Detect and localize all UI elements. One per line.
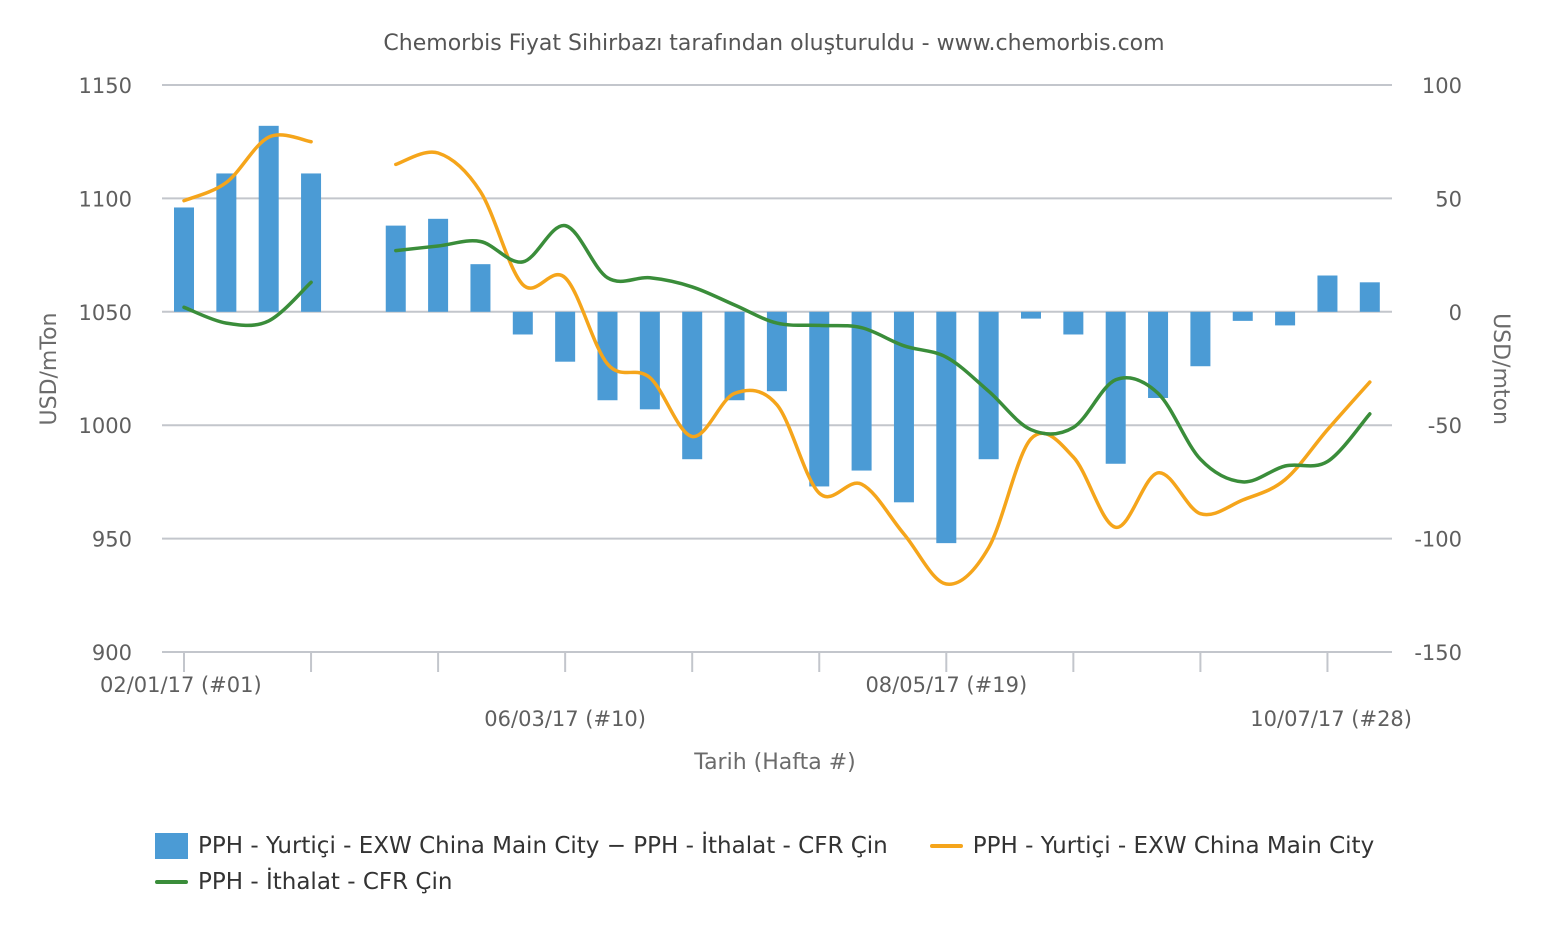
bar (470, 264, 491, 312)
y-tick-label-left: 1100 (79, 187, 132, 211)
bar (385, 225, 406, 312)
x-tick-label: 06/03/17 (#10) (484, 707, 646, 731)
bar (597, 311, 618, 401)
bar (724, 311, 745, 401)
line-domestic-exw (182, 133, 313, 203)
x-tick-label: 02/01/17 (#01) (100, 673, 262, 697)
bar (1105, 311, 1126, 464)
legend: PPH - Yurtiçi - EXW China Main City − PP… (155, 828, 1455, 900)
bar (1317, 275, 1338, 312)
x-tick-label: 08/05/17 (#19) (865, 673, 1027, 697)
line-import-cfr (182, 280, 313, 328)
legend-label-import: PPH - İthalat - CFR Çin (198, 869, 453, 895)
x-tick-label: 10/07/17 (#28) (1250, 707, 1412, 731)
bar (216, 173, 237, 312)
y-tick-label-left: 1050 (79, 301, 132, 325)
bar (639, 311, 660, 410)
bar (174, 207, 194, 312)
legend-label-spread: PPH - Yurtiçi - EXW China Main City − PP… (198, 833, 888, 859)
y-tick-label-left: 950 (92, 528, 132, 552)
legend-swatch-orange (929, 844, 963, 848)
bar (1021, 311, 1041, 319)
bar (682, 311, 703, 460)
bar (555, 311, 576, 362)
bar (936, 311, 957, 544)
bar (766, 311, 787, 392)
bar (1063, 311, 1084, 335)
y-tick-label-right: -100 (1414, 528, 1462, 552)
legend-item-domestic[interactable]: PPH - Yurtiçi - EXW China Main City (929, 833, 1375, 859)
line-domestic-exw (394, 150, 1372, 586)
line-series (182, 133, 1372, 586)
bar (301, 173, 322, 312)
bar (851, 311, 872, 471)
bar-series (174, 125, 1380, 544)
y-axis-right-title: USD/mton (1488, 313, 1513, 425)
y-tick-label-left: 900 (92, 641, 132, 665)
y-axis-left-title: USD/mTon (37, 313, 62, 426)
bar (1232, 311, 1253, 321)
bar (893, 311, 914, 503)
legend-row-2: PPH - İthalat - CFR Çin (155, 864, 1455, 900)
bar (1275, 311, 1296, 326)
y-tick-label-left: 1150 (79, 74, 132, 98)
y-tick-label-left: 1000 (79, 414, 132, 438)
bar (809, 311, 830, 487)
axes: 1150 100 1100 50 1050 0 1000 -50 950 -100 900 -150 0… (79, 74, 1462, 731)
legend-item-import[interactable]: PPH - İthalat - CFR Çin (155, 869, 452, 895)
chart-svg: Chemorbis Fiyat Sihirbazı tarafından olu… (37, 31, 1513, 775)
y-tick-label-right: -150 (1414, 641, 1462, 665)
bar (978, 311, 999, 460)
legend-swatch-bar (155, 833, 188, 859)
y-tick-label-right: -50 (1428, 414, 1462, 438)
legend-row-1: PPH - Yurtiçi - EXW China Main City − PP… (155, 828, 1455, 864)
bar (1190, 311, 1211, 367)
bar (428, 218, 449, 312)
chart-title: Chemorbis Fiyat Sihirbazı tarafından olu… (383, 31, 1164, 56)
y-tick-label-right: 50 (1435, 187, 1462, 211)
y-tick-label-right: 100 (1422, 74, 1462, 98)
y-tick-label-right: 0 (1449, 301, 1462, 325)
legend-swatch-green (155, 880, 188, 884)
legend-label-domestic: PPH - Yurtiçi - EXW China Main City (972, 833, 1375, 859)
legend-item-spread[interactable]: PPH - Yurtiçi - EXW China Main City − PP… (155, 833, 888, 859)
bar (258, 125, 279, 312)
x-axis-title: Tarih (Hafta #) (693, 750, 855, 775)
bar (1359, 282, 1380, 312)
line-import-cfr (394, 223, 1372, 484)
bar (512, 311, 533, 335)
bar (1148, 311, 1169, 398)
